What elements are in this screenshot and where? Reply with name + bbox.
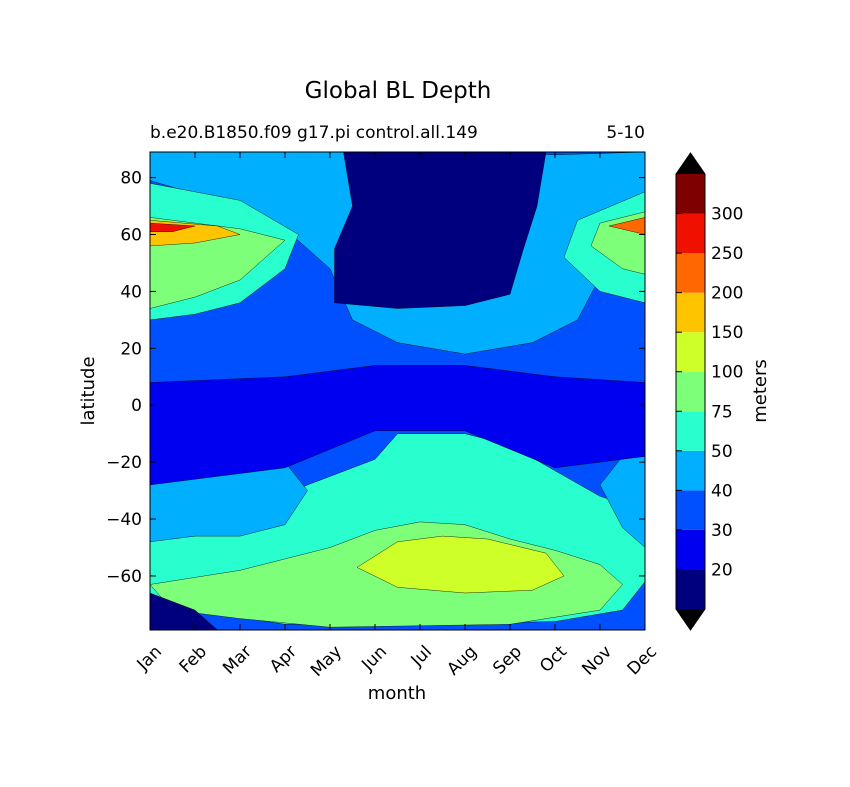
contour-region-antarctic-coast <box>150 592 218 630</box>
colorbar-segment <box>676 569 705 609</box>
colorbar-tick-label: 50 <box>711 442 733 462</box>
contour-region-north-max-left <box>150 222 196 232</box>
colorbar-segment <box>676 292 705 333</box>
colorbar: 20 30 40 50 75 100 150 200 250 300 <box>675 152 743 631</box>
y-axis: 80 60 40 20 0 −20 −40 −60 <box>106 169 645 587</box>
colorbar-label: meters <box>750 359 771 423</box>
colorbar-tick-label: 75 <box>711 402 733 422</box>
y-tick-label: 20 <box>120 339 142 359</box>
contour-region-tropics-mid <box>150 365 645 486</box>
contour-region-arctic-summer-minimum <box>334 152 547 309</box>
colorbar-segment <box>676 174 705 214</box>
x-axis-label: month <box>368 683 426 704</box>
contour-region-southern-ocean-peak <box>356 535 565 594</box>
colorbar-tick-label: 250 <box>711 244 743 264</box>
colorbar-tick-label: 200 <box>711 284 743 304</box>
x-tick-label: Apr <box>266 642 301 677</box>
chart-subtitle-right: 5-10 <box>606 123 645 143</box>
chart-subtitle-left: b.e20.B1850.f09 g17.pi control.all.149 <box>150 123 478 143</box>
y-tick-label: −60 <box>106 567 142 587</box>
colorbar-segment <box>676 450 705 491</box>
y-tick-label: 40 <box>120 282 142 302</box>
x-tick-label: Jul <box>407 642 436 671</box>
colorbar-extend-max <box>676 153 705 174</box>
colorbar-segment <box>676 253 705 293</box>
chart-title: Global BL Depth <box>305 78 492 104</box>
colorbar-segment <box>676 411 705 451</box>
y-tick-label: 60 <box>120 226 142 246</box>
colorbar-tick-label: 20 <box>711 560 733 580</box>
x-tick-label: Mar <box>219 642 256 679</box>
colorbar-segment <box>676 490 705 530</box>
plot-frame <box>149 151 646 631</box>
y-axis-label: latitude <box>78 356 99 425</box>
contour-region-north-max-right <box>608 217 645 235</box>
colorbar-tick-label: 100 <box>711 363 743 383</box>
colorbar-segment <box>676 529 705 570</box>
x-tick-label: Jan <box>133 642 166 675</box>
y-tick-label: −20 <box>106 453 142 473</box>
y-tick-label: 0 <box>131 396 142 416</box>
colorbar-segment <box>676 213 705 254</box>
colorbar-tick-label: 150 <box>711 323 743 343</box>
x-tick-label: Dec <box>624 642 661 679</box>
x-tick-label: Jun <box>357 642 391 676</box>
contour-field <box>150 152 645 630</box>
colorbar-segment <box>676 332 705 372</box>
colorbar-extend-min <box>676 609 705 630</box>
y-tick-label: −40 <box>106 510 142 530</box>
colorbar-tick-label: 30 <box>711 521 733 541</box>
colorbar-segment <box>676 371 705 412</box>
colorbar-outline <box>675 152 706 631</box>
x-tick-label: Oct <box>536 642 571 677</box>
x-tick-label: May <box>307 642 346 681</box>
colorbar-tick-label: 40 <box>711 481 733 501</box>
x-tick-label: Nov <box>578 642 616 680</box>
x-tick-label: Sep <box>489 642 526 679</box>
y-tick-label: 80 <box>120 169 142 189</box>
colorbar-tick-label: 300 <box>711 205 743 225</box>
x-tick-label: Feb <box>176 642 211 677</box>
x-tick-label: Aug <box>443 642 481 680</box>
contour-region-south-subtropics-right <box>599 456 645 548</box>
